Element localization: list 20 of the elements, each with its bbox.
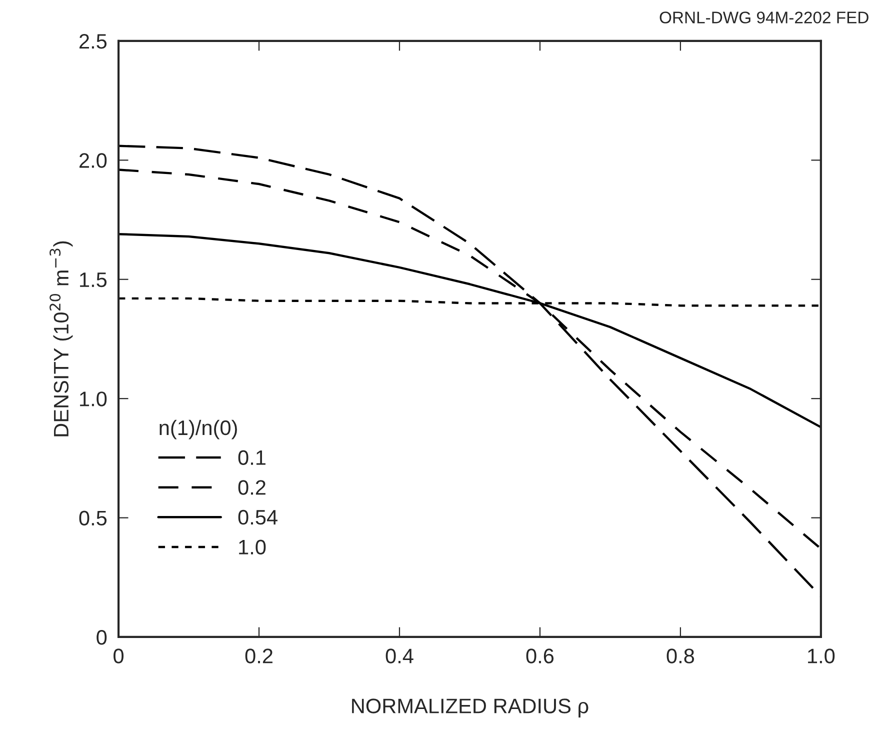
y-tick-label: 2.0	[80, 153, 107, 168]
legend-label: 0.54	[238, 510, 278, 525]
y-tick-label: 1.0	[80, 392, 107, 406]
x-tick-label: 1.0	[808, 648, 835, 664]
x-tick-label: 0.2	[245, 648, 272, 664]
legend-label: 0.1	[238, 450, 266, 465]
y-tick-label: 1.5	[80, 272, 107, 288]
y-tick-label: 0	[96, 630, 107, 645]
legend-title: n(1)/n(0)	[160, 420, 237, 440]
x-tick-label: 0.8	[666, 648, 694, 664]
y-axis-title: DENSITY (10$^{20}$ m$^{−3}$)	[50, 241, 73, 436]
text: ORNL-DWG 94M-2202 FED	[660, 12, 868, 24]
x-tick-label: 0	[114, 648, 124, 664]
y-tick-label: 0.5	[79, 510, 107, 526]
y-tick-label: 2.5	[80, 34, 107, 49]
x-tick-label: 0.6	[526, 648, 554, 664]
x-tick-label: 0.4	[386, 648, 414, 664]
legend-label: 0.2	[238, 480, 266, 495]
x-axis-title: NORMALIZED RADIUS ρ	[352, 698, 588, 718]
legend-label: 1.0	[239, 540, 266, 555]
